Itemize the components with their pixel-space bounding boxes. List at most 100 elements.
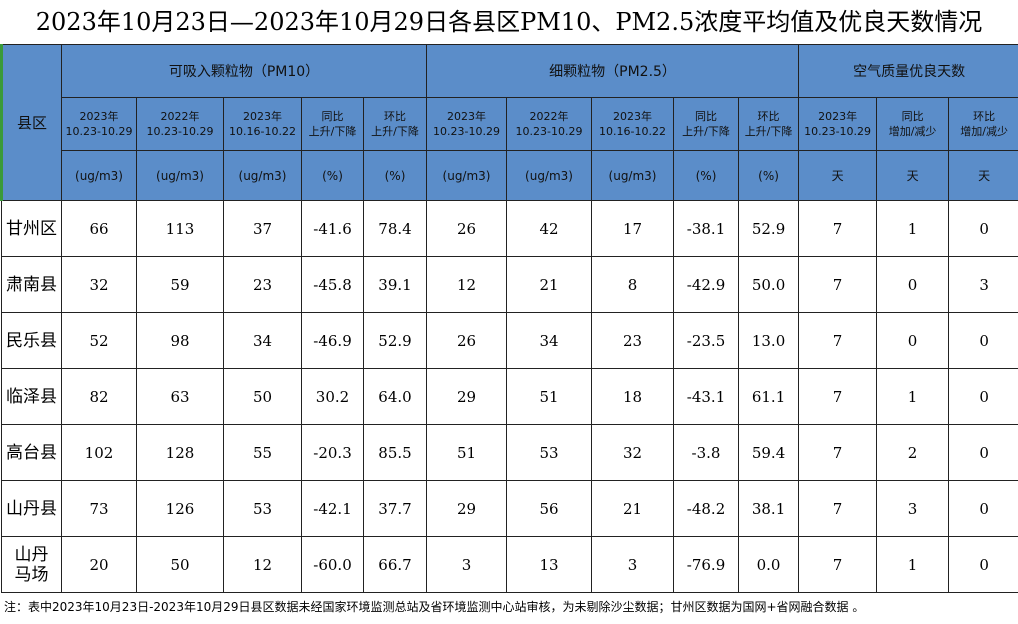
subheader: 同比 上升/下降 — [301, 97, 364, 151]
cell: 17 — [591, 200, 675, 257]
unit: (ug/m3) — [426, 150, 508, 201]
unit: (%) — [673, 150, 740, 201]
subheader-line: 10.16-10.22 — [599, 125, 666, 138]
subheader-line: 同比 — [695, 110, 718, 123]
subheader-line: 2023年 — [243, 110, 282, 123]
subheader-line: 上升/下降 — [744, 125, 793, 138]
cell: 0 — [948, 200, 1018, 257]
subheader-line: 上升/下降 — [371, 125, 419, 138]
cell: -38.1 — [673, 200, 740, 257]
cell: 26 — [426, 312, 508, 369]
subheader-line: 2023年 — [818, 110, 858, 123]
subheader-line: 10.23-10.29 — [433, 125, 500, 138]
subheader-line: 环比 — [384, 110, 406, 123]
subheader-line: 同比 — [901, 110, 924, 123]
cell: 61.1 — [738, 368, 800, 425]
cell: 102 — [61, 424, 137, 481]
unit-row: (ug/m3) (ug/m3) (ug/m3) (%) (%) (ug/m3) (ug/m3… — [2, 150, 1018, 201]
subheader: 2023年 10.23-10.29 — [798, 97, 878, 151]
cell: 34 — [223, 312, 302, 369]
subheader: 2022年 10.23-10.29 — [506, 97, 593, 151]
subheader: 2023年 10.16-10.22 — [591, 97, 675, 151]
cell: 0 — [876, 312, 950, 369]
cell: 126 — [136, 480, 224, 537]
footnote: 注：表中2023年10月23日-2023年10月29日县区数据未经国家环境监测总… — [4, 600, 865, 614]
cell: 7 — [798, 256, 878, 313]
cell: 78.4 — [362, 200, 428, 257]
cell: -20.3 — [301, 424, 364, 481]
cell: 3 — [948, 256, 1018, 313]
cell: -41.6 — [301, 200, 364, 257]
data-row: 山丹县 73 126 53 -42.1 37.7 29 56 21 -48.2 38.1 7 3 0 — [1, 480, 1018, 537]
cell: 53 — [506, 424, 593, 481]
cell: 0 — [948, 480, 1018, 537]
cell: 37.7 — [362, 480, 428, 537]
cell: 26 — [426, 200, 508, 257]
subheader-line: 10.23-10.29 — [515, 125, 583, 138]
cell: 29 — [426, 368, 508, 425]
cell: 73 — [61, 480, 137, 537]
cell: 64.0 — [362, 368, 428, 425]
cell: 52.9 — [738, 200, 800, 257]
subheader: 环比上升/下降 — [362, 97, 428, 151]
cell: 13 — [506, 536, 593, 593]
subheader-line: 10.23-10.29 — [65, 125, 133, 138]
unit: 天 — [876, 150, 950, 201]
cell: 53 — [223, 480, 302, 537]
cell: 50 — [136, 536, 224, 593]
county-line: 肃南县 — [6, 274, 57, 295]
unit: (ug/m3) — [136, 150, 224, 201]
cell: 3 — [591, 536, 675, 593]
cell: 37 — [223, 200, 302, 257]
county: 山丹 马场 — [1, 536, 62, 593]
cell: -23.5 — [673, 312, 740, 369]
cell: 7 — [798, 424, 878, 481]
cell: 7 — [798, 200, 878, 257]
subheader: 2023年 10.16-10.22 — [223, 97, 302, 151]
cell: 85.5 — [362, 424, 428, 481]
county: 肃南县 — [1, 256, 62, 313]
cell: -60.0 — [301, 536, 364, 593]
subheader-line: 10.16-10.22 — [229, 125, 296, 138]
cell: -42.1 — [301, 480, 364, 537]
cell: 3 — [876, 480, 950, 537]
county-line: 甘州区 — [6, 218, 57, 239]
cell: 13.0 — [738, 312, 800, 369]
data-row: 临泽县 82 63 50 30.2 64.0 29 51 18 -43.1 61.1 7 1 0 — [1, 368, 1018, 425]
unit: (%) — [738, 150, 800, 201]
cell: 23 — [591, 312, 675, 369]
county-line: 民乐县 — [6, 330, 57, 351]
subheader-line: 2022年 — [160, 110, 200, 123]
subheader-line: 2023年 — [613, 110, 653, 123]
cell: 66 — [61, 200, 137, 257]
county: 民乐县 — [1, 312, 62, 369]
cell: 0 — [948, 312, 1018, 369]
subheader-line: 上升/下降 — [682, 125, 730, 138]
cell: 52 — [61, 312, 137, 369]
county-line: 马场 — [14, 564, 49, 585]
subheader: 2023年 10.23-10.29 — [426, 97, 508, 151]
county-line: 高台县 — [6, 442, 57, 463]
cell: 20 — [61, 536, 137, 593]
county: 山丹县 — [1, 480, 62, 537]
cell: 1 — [876, 536, 950, 593]
cell: 128 — [136, 424, 224, 481]
header-row: 县区 可吸入颗粒物（PM10） 细颗粒物（PM2.5） 空气质量优良天数 — [0, 44, 1018, 201]
cell: 29 — [426, 480, 508, 537]
unit: 天 — [948, 150, 1018, 201]
cell: 0 — [948, 368, 1018, 425]
cell: 34 — [506, 312, 593, 369]
unit: (ug/m3) — [506, 150, 593, 201]
cell: 50.0 — [738, 256, 800, 313]
cell: -43.1 — [673, 368, 740, 425]
cell: 12 — [223, 536, 302, 593]
subheader-line: 同比 — [321, 110, 344, 123]
data-row: 甘州区 66 113 37 -41.6 78.4 26 42 17 -38.1 52.9 7 1 0 — [1, 200, 1018, 257]
subheader-line: 2023年 — [79, 110, 119, 123]
cell: 51 — [506, 368, 593, 425]
cell: 7 — [798, 312, 878, 369]
cell: 30.2 — [301, 368, 364, 425]
cell: 2 — [876, 424, 950, 481]
group-header: 空气质量优良天数 — [798, 44, 1018, 98]
cell: 82 — [61, 368, 137, 425]
